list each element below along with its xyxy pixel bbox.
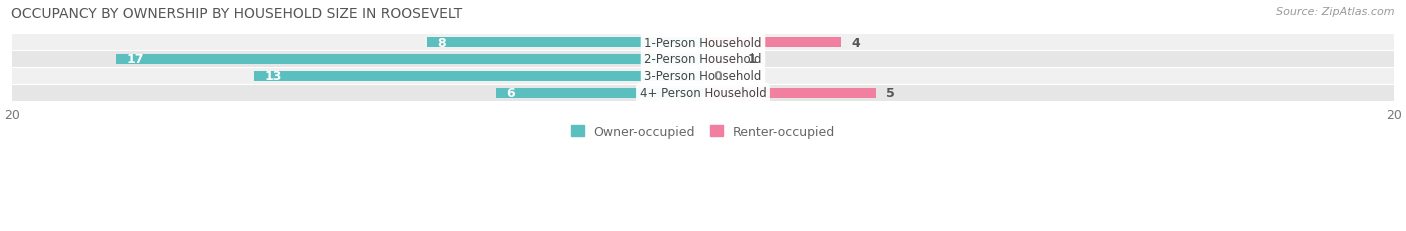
Text: 17: 17 (127, 53, 143, 66)
Text: 1: 1 (748, 53, 756, 66)
Legend: Owner-occupied, Renter-occupied: Owner-occupied, Renter-occupied (567, 120, 839, 143)
Bar (426, 38, 703, 48)
Bar (254, 72, 703, 81)
Text: Source: ZipAtlas.com: Source: ZipAtlas.com (1277, 7, 1395, 17)
Text: 8: 8 (437, 36, 446, 49)
Text: 6: 6 (506, 87, 515, 100)
Text: 5: 5 (886, 87, 894, 100)
Text: 2-Person Household: 2-Person Household (644, 53, 762, 66)
Text: 13: 13 (264, 70, 281, 83)
Bar (703, 88, 876, 98)
Text: 1-Person Household: 1-Person Household (644, 36, 762, 49)
Text: 0: 0 (713, 70, 723, 83)
Bar (115, 55, 703, 64)
Bar (13, 86, 1393, 101)
Bar (496, 88, 703, 98)
Bar (13, 69, 1393, 84)
Bar (13, 52, 1393, 67)
Text: 3-Person Household: 3-Person Household (644, 70, 762, 83)
Text: 4+ Person Household: 4+ Person Household (640, 87, 766, 100)
Text: OCCUPANCY BY OWNERSHIP BY HOUSEHOLD SIZE IN ROOSEVELT: OCCUPANCY BY OWNERSHIP BY HOUSEHOLD SIZE… (11, 7, 463, 21)
Bar (13, 35, 1393, 51)
Bar (703, 38, 841, 48)
Bar (703, 55, 738, 64)
Text: 4: 4 (852, 36, 860, 49)
